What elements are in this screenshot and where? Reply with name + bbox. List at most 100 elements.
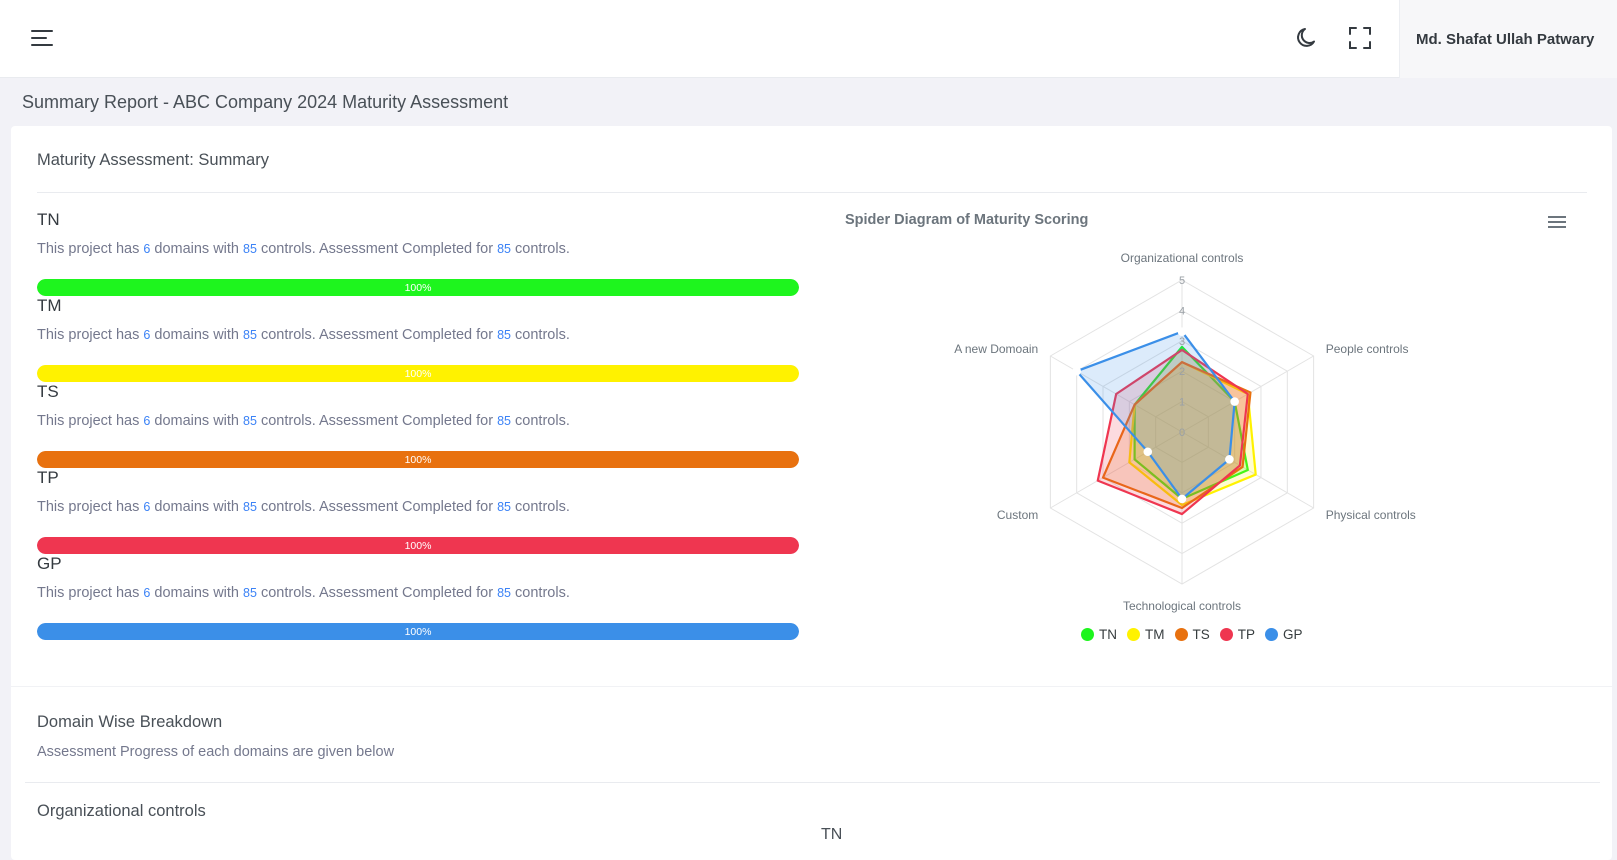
hamburger-icon[interactable] [28,24,56,52]
domain-title: Organizational controls [37,802,206,820]
chart-title: Spider Diagram of Maturity Scoring [845,212,1089,228]
desc-mid: controls. Assessment Completed for [260,327,494,343]
series-area-tp [1096,348,1249,516]
axis-label: Technological controls [1123,599,1241,613]
metric-code: TN [37,210,60,229]
scale-label: 3 [1179,336,1185,348]
legend-label: TP [1237,627,1256,642]
progress-label: 100% [404,281,432,294]
desc-mid: domains with [154,499,239,515]
legend-marker [1174,628,1188,641]
legend-item-tp[interactable]: TP [1219,627,1256,642]
progress-label: 100% [404,625,432,638]
scale-label: 5 [1179,275,1185,287]
card-title: Maturity Assessment: Summary [37,151,269,169]
desc-prefix: This project has [37,413,140,429]
completed-count: 85 [497,328,512,342]
control-count: 85 [243,414,257,428]
moon-icon[interactable] [1294,24,1322,52]
breakdown-subtitle: Assessment Progress of each domains are … [37,744,395,760]
desc-suffix: controls. [515,585,570,601]
domain-count: 6 [143,586,151,600]
metric-code: TS [37,382,59,401]
metric-tp: TP This project has 6 domains with 85 con… [37,468,799,554]
control-count: 85 [243,500,257,514]
grid-spoke [1050,431,1183,509]
desc-mid: domains with [154,413,239,429]
domain-count: 6 [143,500,151,514]
page-title: Summary Report - ABC Company 2024 Maturi… [22,92,509,112]
legend-marker [1127,628,1140,641]
metric-description: This project has 6 domains with 85 contr… [37,327,570,343]
progress-bar: 100% [37,279,799,296]
desc-mid: controls. Assessment Completed for [260,413,494,429]
data-point-gp [1177,494,1187,504]
desc-prefix: This project has [37,241,140,257]
metric-code: TM [37,296,62,315]
breakdown-title: Domain Wise Breakdown [37,713,223,731]
desc-suffix: controls. [515,327,570,343]
control-count: 85 [243,586,257,600]
completed-count: 85 [497,500,512,514]
user-menu[interactable]: Md. Shafat Ullah Patwary [1399,0,1617,78]
desc-mid: domains with [154,327,239,343]
data-point-gp [1225,455,1234,464]
metric-ts: TS This project has 6 domains with 85 con… [37,382,799,468]
desc-suffix: controls. [515,241,570,257]
data-point-gp [1143,447,1153,457]
desc-mid: domains with [154,241,239,257]
metric-code: TP [37,468,59,487]
desc-suffix: controls. [515,413,570,429]
domain-count: 6 [143,414,151,428]
desc-mid: controls. Assessment Completed for [260,241,494,257]
data-point-gp [1177,327,1187,336]
legend-marker [1265,628,1279,641]
chart-legend: TN TM TS TP GP [1081,627,1303,642]
axis-label: People controls [1326,342,1409,356]
progress-label: 100% [404,453,432,466]
progress-fill: 100% [37,537,799,554]
domain-series-label: TN [821,826,843,843]
radar-svg: 0 1 2 3 4 5 Organizational controls People cont… [954,251,1416,613]
scale-label: 0 [1179,427,1185,439]
completed-count: 85 [497,414,512,428]
desc-prefix: This project has [37,585,140,601]
legend-label: TS [1192,627,1210,642]
desc-mid: controls. Assessment Completed for [260,499,494,515]
progress-label: 100% [404,367,432,380]
top-navbar: Md. Shafat Ullah Patwary [0,0,1617,78]
legend-label: GP [1283,627,1303,642]
progress-fill: 100% [37,451,799,468]
summary-card: Maturity Assessment: Summary TN This proj… [11,126,1612,860]
divider [25,782,1600,783]
scale-label: 1 [1179,397,1185,409]
legend-label: TM [1145,627,1165,642]
divider [37,192,1587,193]
metric-description: This project has 6 domains with 85 contr… [37,241,570,257]
legend-item-gp[interactable]: GP [1265,627,1303,642]
chart-menu-icon[interactable] [1547,214,1567,235]
section-divider [11,686,1612,687]
legend-item-tn[interactable]: TN [1081,627,1117,642]
axis-label: Custom [997,508,1038,522]
desc-suffix: controls. [515,499,570,515]
scale-label: 4 [1179,305,1185,317]
desc-prefix: This project has [37,499,140,515]
progress-label: 100% [404,539,432,552]
metric-tm: TM This project has 6 domains with 85 con… [37,296,799,382]
completed-count: 85 [497,586,512,600]
axis-label: Organizational controls [1121,251,1244,265]
progress-bar: 100% [37,451,799,468]
legend-item-tm[interactable]: TM [1127,627,1165,642]
legend-item-ts[interactable]: TS [1174,627,1210,642]
metric-description: This project has 6 domains with 85 contr… [37,585,570,601]
data-point-gp [1230,397,1239,406]
user-name: Md. Shafat Ullah Patwary [1416,30,1595,48]
scale-label: 2 [1179,366,1185,378]
control-count: 85 [243,328,257,342]
metric-tn: TN This project has 6 domains with 85 con… [37,210,799,296]
progress-fill: 100% [37,279,799,296]
fullscreen-icon[interactable] [1346,24,1374,52]
desc-prefix: This project has [37,327,140,343]
legend-marker [1219,628,1233,641]
